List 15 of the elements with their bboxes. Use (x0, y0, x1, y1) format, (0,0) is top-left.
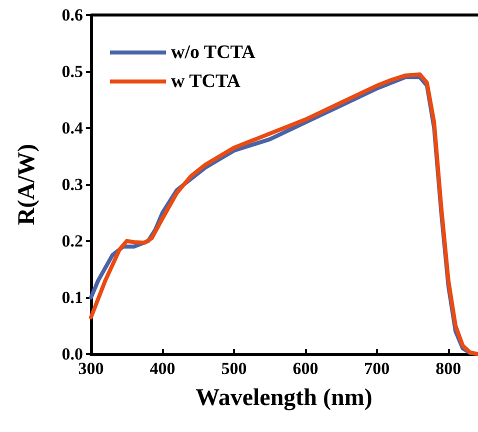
y-tick-label: 0.5 (62, 62, 83, 81)
x-tick-label: 800 (436, 359, 462, 378)
y-tick-label: 0.1 (62, 288, 83, 307)
y-tick-label: 0.6 (62, 6, 83, 24)
x-tick-label: 700 (364, 359, 390, 378)
x-axis-title: Wavelength (nm) (196, 385, 372, 411)
x-tick-label: 400 (150, 359, 176, 378)
legend-label: w TCTA (171, 71, 241, 92)
legend-label: w/o TCTA (171, 42, 256, 63)
y-tick-label: 0.3 (62, 175, 83, 194)
y-tick-label: 0.4 (62, 118, 84, 138)
y-tick-label: 0.2 (62, 232, 83, 250)
x-tick-label: 600 (292, 359, 318, 378)
y-axis-title: R(A/W) (14, 144, 40, 226)
x-tick-label: 500 (221, 359, 247, 378)
